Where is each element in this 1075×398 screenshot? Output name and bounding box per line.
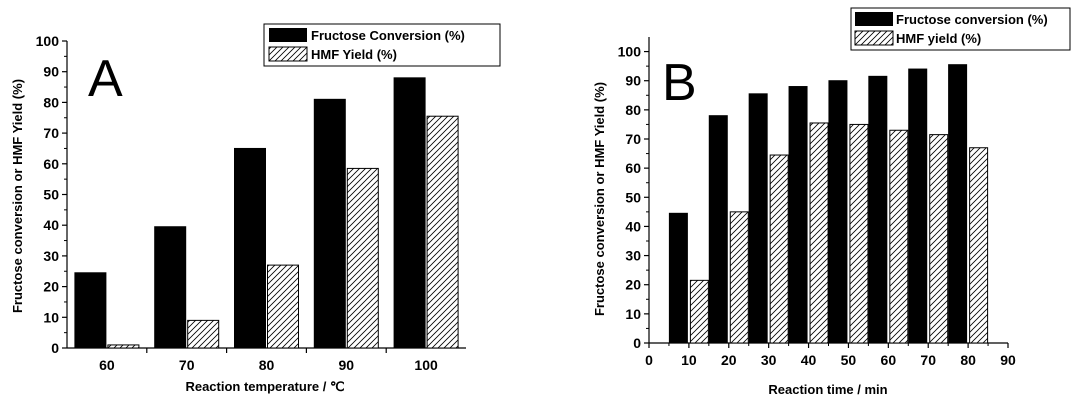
- bar-b-s1-x4: [849, 123, 869, 344]
- bar-a-s1-c0: [107, 344, 140, 349]
- x-tick-label-b: 60: [881, 352, 897, 368]
- x-tick-label-a: 80: [259, 357, 275, 373]
- bar-b-s0-x6: [908, 68, 928, 344]
- y-tick-label-b: 70: [625, 131, 641, 147]
- bar-a-s1-c2: [267, 264, 299, 349]
- legend-b-label-yield: HMF yield (%): [896, 31, 981, 46]
- bar-b-s0-x5: [868, 75, 888, 344]
- bar-b-s0-x2: [748, 93, 768, 344]
- y-axis-title-a: Fructose conversion or HMF Yield (%): [10, 79, 25, 313]
- y-tick-label-a: 10: [43, 309, 59, 325]
- bar-b-s1-x0: [689, 279, 709, 344]
- bar-b-s0-x3: [788, 86, 808, 344]
- y-tick-label-a: 70: [43, 125, 59, 141]
- legend-b-swatch-yield: [854, 30, 894, 46]
- bar-b-s1-x5: [889, 129, 909, 344]
- x-tick-label-b: 50: [841, 352, 857, 368]
- x-tick-label-b: 10: [681, 352, 697, 368]
- y-tick-label-a: 90: [43, 64, 59, 80]
- y-tick-label-b: 40: [625, 218, 641, 234]
- x-tick-label-a: 90: [339, 357, 355, 373]
- y-tick-label-b: 60: [625, 160, 641, 176]
- legend-a-swatch-yield: [268, 46, 308, 62]
- legend-a: Fructose Conversion (%) HMF Yield (%): [263, 23, 501, 67]
- y-tick-label-a: 100: [36, 33, 60, 49]
- x-axis-title-a: Reaction temperature / ℃: [185, 379, 344, 394]
- bar-a-s1-c4: [426, 115, 459, 349]
- y-tick-label-a: 30: [43, 248, 59, 264]
- bar-b-s0-x1: [708, 115, 728, 344]
- bar-b-s1-x1: [729, 211, 749, 344]
- x-tick-label-a: 100: [414, 357, 438, 373]
- chart-panel-b: B Fructose conversion or HMF Yield (%) R…: [592, 7, 1071, 397]
- bar-b-s1-x6: [929, 134, 949, 344]
- y-tick-label-a: 40: [43, 217, 59, 233]
- y-tick-label-b: 100: [618, 44, 642, 60]
- y-tick-label-b: 10: [625, 306, 641, 322]
- bar-a-s0-c4: [393, 77, 426, 349]
- legend-a-label-yield: HMF Yield (%): [311, 47, 397, 62]
- bar-a-s1-c1: [187, 319, 220, 349]
- bar-a-s1-c3: [346, 167, 379, 349]
- legend-b-swatch-conversion: [855, 12, 893, 26]
- chart-panel-a: A Fructose conversion or HMF Yield (%) R…: [10, 23, 501, 394]
- y-tick-label-b: 50: [625, 189, 641, 205]
- y-tick-label-b: 30: [625, 248, 641, 264]
- y-tick-label-a: 80: [43, 94, 59, 110]
- x-tick-label-b: 20: [721, 352, 737, 368]
- legend-a-label-conversion: Fructose Conversion (%): [311, 28, 465, 43]
- x-axis-title-b: Reaction time / min: [768, 382, 887, 397]
- bar-b-s0-x7: [948, 64, 968, 344]
- y-tick-label-b: 90: [625, 73, 641, 89]
- x-tick-label-a: 60: [99, 357, 115, 373]
- panel-letter-a: A: [88, 50, 123, 108]
- panel-letter-b: B: [662, 54, 697, 112]
- bar-b-s0-x4: [828, 80, 848, 344]
- x-tick-label-b: 40: [801, 352, 817, 368]
- y-tick-label-b: 20: [625, 277, 641, 293]
- y-axis-title-b: Fructose conversion or HMF Yield (%): [592, 82, 607, 316]
- y-tick-label-b: 0: [633, 335, 641, 351]
- legend-b-label-conversion: Fructose conversion (%): [896, 12, 1048, 27]
- y-tick-label-a: 60: [43, 156, 59, 172]
- x-tick-label-a: 70: [179, 357, 195, 373]
- bar-a-s0-c2: [234, 147, 266, 349]
- x-tick-label-b: 30: [761, 352, 777, 368]
- y-tick-label-a: 20: [43, 279, 59, 295]
- bar-a-s0-c1: [154, 226, 187, 349]
- bar-b-s1-x7: [969, 147, 989, 344]
- legend-a-swatch-conversion: [269, 28, 307, 42]
- bar-b-s1-x2: [769, 154, 789, 344]
- x-tick-label-b: 80: [960, 352, 976, 368]
- bar-a-s0-c3: [313, 98, 346, 349]
- bar-b-s0-x0: [668, 212, 688, 344]
- y-tick-label-a: 0: [51, 340, 59, 356]
- x-tick-label-b: 70: [920, 352, 936, 368]
- x-tick-label-b: 0: [645, 352, 653, 368]
- legend-b: Fructose conversion (%) HMF yield (%): [850, 7, 1071, 51]
- x-tick-label-b: 90: [1000, 352, 1016, 368]
- y-tick-label-b: 80: [625, 102, 641, 118]
- bar-a-s0-c0: [74, 272, 107, 349]
- y-tick-label-a: 50: [43, 187, 59, 203]
- bar-b-s1-x3: [809, 122, 829, 344]
